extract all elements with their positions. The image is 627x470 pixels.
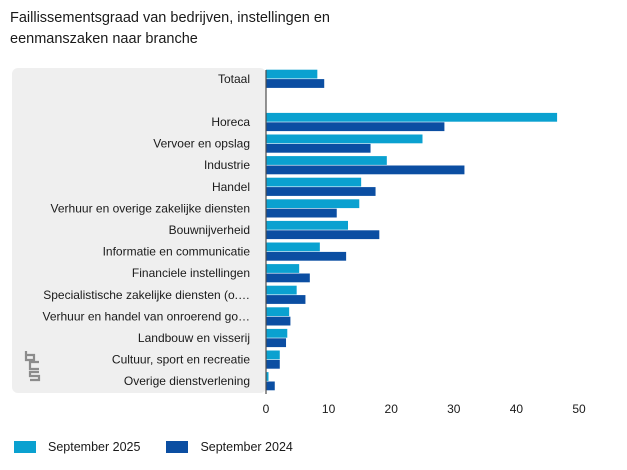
bar-2024[interactable] (266, 359, 280, 369)
bar-2024[interactable] (266, 251, 347, 261)
cbs-logo-icon (24, 351, 41, 382)
category-label: Informatie en communicatie (103, 245, 251, 259)
category-panel (12, 68, 266, 393)
x-tick-label: 30 (447, 402, 461, 416)
category-label: Verhuur en handel van onroerend go… (43, 309, 251, 323)
category-label: Handel (212, 180, 250, 194)
bar-2025[interactable] (266, 264, 300, 273)
bar-2025[interactable] (266, 372, 269, 381)
bar-2024[interactable] (266, 381, 275, 391)
bar-2024[interactable] (266, 273, 310, 283)
bar-2024[interactable] (266, 208, 337, 218)
bar-2024[interactable] (266, 316, 291, 326)
category-label: Cultuur, sport en recreatie (112, 353, 250, 367)
bar-chart: Totaal Horeca Vervoer en opslag Industrie Ha… (43, 69, 586, 416)
category-label: Specialistische zakelijke diensten (o.… (43, 288, 250, 302)
x-tick-label: 50 (572, 402, 586, 416)
bar-2025[interactable] (266, 328, 288, 338)
bar-2025[interactable] (266, 177, 362, 187)
bar-2025[interactable] (266, 242, 320, 252)
legend-swatch (14, 441, 36, 453)
legend-label: September 2025 (48, 440, 141, 454)
category-label: Totaal (218, 72, 250, 86)
bar-2024[interactable] (266, 338, 287, 348)
bar-2024[interactable] (266, 165, 465, 175)
category-label: Horeca (211, 115, 250, 129)
legend-swatch (166, 441, 189, 453)
bar-2025[interactable] (266, 134, 423, 144)
bar-2025[interactable] (266, 69, 318, 79)
bar-2025[interactable] (266, 112, 558, 122)
bar-2024[interactable] (266, 187, 376, 196)
x-tick-label: 40 (510, 402, 524, 416)
bar-2024[interactable] (266, 230, 380, 240)
category-label: Verhuur en overige zakelijke diensten (51, 201, 250, 215)
bar-2025[interactable] (266, 350, 280, 360)
bar-2024[interactable] (266, 79, 325, 88)
bar-2024[interactable] (266, 143, 371, 153)
bar-2025[interactable] (266, 285, 297, 295)
legend: September 2025 September 2024 (14, 440, 319, 454)
bar-2025[interactable] (266, 220, 349, 230)
legend-label: September 2024 (200, 440, 293, 454)
bar-2025[interactable] (266, 307, 290, 317)
x-tick-label: 20 (385, 402, 399, 416)
x-tick-label: 10 (322, 402, 336, 416)
category-label: Vervoer en opslag (153, 137, 250, 151)
chart-title: Faillissementsgraad van bedrijven, inste… (10, 10, 330, 47)
category-label: Bouwnijverheid (169, 223, 250, 237)
category-label: Overige dienstverlening (124, 374, 250, 388)
bar-2025[interactable] (266, 199, 360, 209)
x-tick-label: 0 (263, 402, 270, 416)
legend-item-2024[interactable]: September 2024 (166, 440, 293, 454)
category-label: Landbouw en visserij (138, 331, 250, 345)
category-label: Financiele instellingen (132, 266, 250, 280)
bar-2024[interactable] (266, 295, 306, 304)
legend-item-2025[interactable]: September 2025 (14, 440, 140, 454)
category-label: Industrie (204, 158, 250, 172)
bar-2025[interactable] (266, 156, 387, 165)
bar-2024[interactable] (266, 122, 445, 132)
